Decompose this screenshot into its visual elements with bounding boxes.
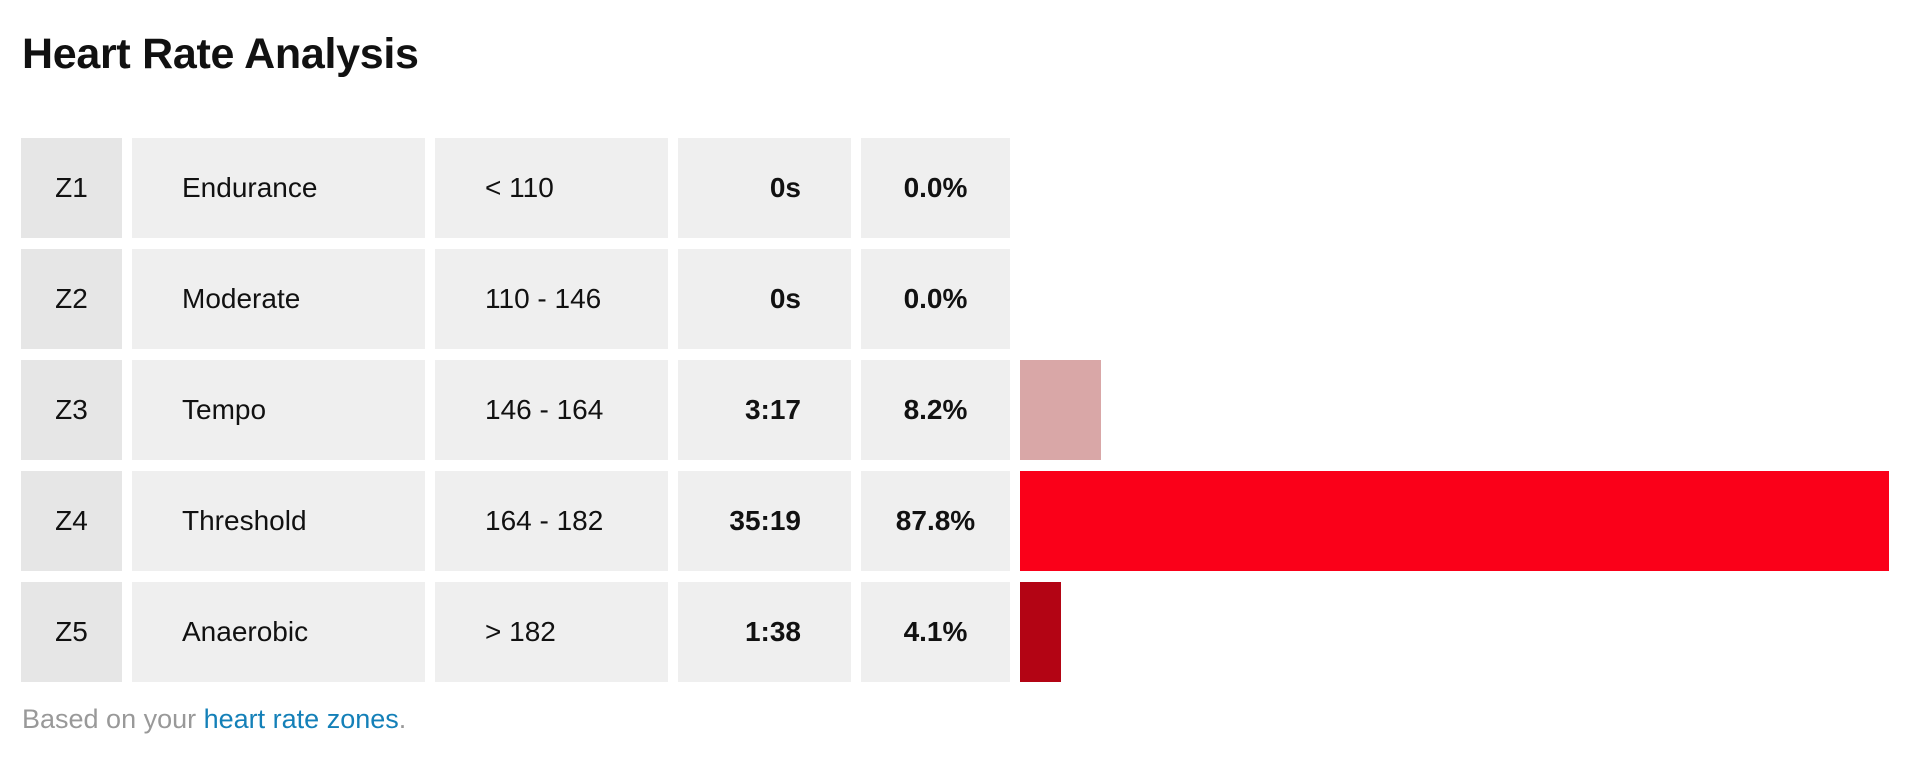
zone-range: 164 - 182 <box>435 471 668 571</box>
zone-label: Z5 <box>21 582 122 682</box>
zone-time: 35:19 <box>678 471 851 571</box>
zone-name: Endurance <box>132 138 425 238</box>
zone-label: Z3 <box>21 360 122 460</box>
zone-bar-track <box>1020 249 1890 349</box>
zone-time: 0s <box>678 249 851 349</box>
zone-bar <box>1020 360 1101 460</box>
footer-suffix: . <box>398 704 407 734</box>
zone-label: Z1 <box>21 138 122 238</box>
zone-bar <box>1020 471 1889 571</box>
zone-bar-track <box>1020 471 1890 571</box>
zone-percent: 0.0% <box>861 249 1010 349</box>
zone-range: < 110 <box>435 138 668 238</box>
zone-percent: 4.1% <box>861 582 1010 682</box>
zone-label: Z4 <box>21 471 122 571</box>
zone-time: 0s <box>678 138 851 238</box>
zone-bar-track <box>1020 138 1890 238</box>
zone-percent: 87.8% <box>861 471 1010 571</box>
zone-bar-track <box>1020 582 1890 682</box>
zone-name: Tempo <box>132 360 425 460</box>
footer-prefix: Based on your <box>22 704 204 734</box>
zone-percent: 8.2% <box>861 360 1010 460</box>
footer-note: Based on your heart rate zones. <box>22 704 406 735</box>
zone-percent: 0.0% <box>861 138 1010 238</box>
zone-name: Anaerobic <box>132 582 425 682</box>
page-title: Heart Rate Analysis <box>22 30 419 78</box>
zone-range: > 182 <box>435 582 668 682</box>
zone-time: 3:17 <box>678 360 851 460</box>
zone-label: Z2 <box>21 249 122 349</box>
zone-bar-track <box>1020 360 1890 460</box>
zone-range: 110 - 146 <box>435 249 668 349</box>
zone-time: 1:38 <box>678 582 851 682</box>
zone-name: Moderate <box>132 249 425 349</box>
zone-bar <box>1020 582 1061 682</box>
zone-name: Threshold <box>132 471 425 571</box>
zone-range: 146 - 164 <box>435 360 668 460</box>
heart-rate-zones-link[interactable]: heart rate zones <box>203 704 399 734</box>
